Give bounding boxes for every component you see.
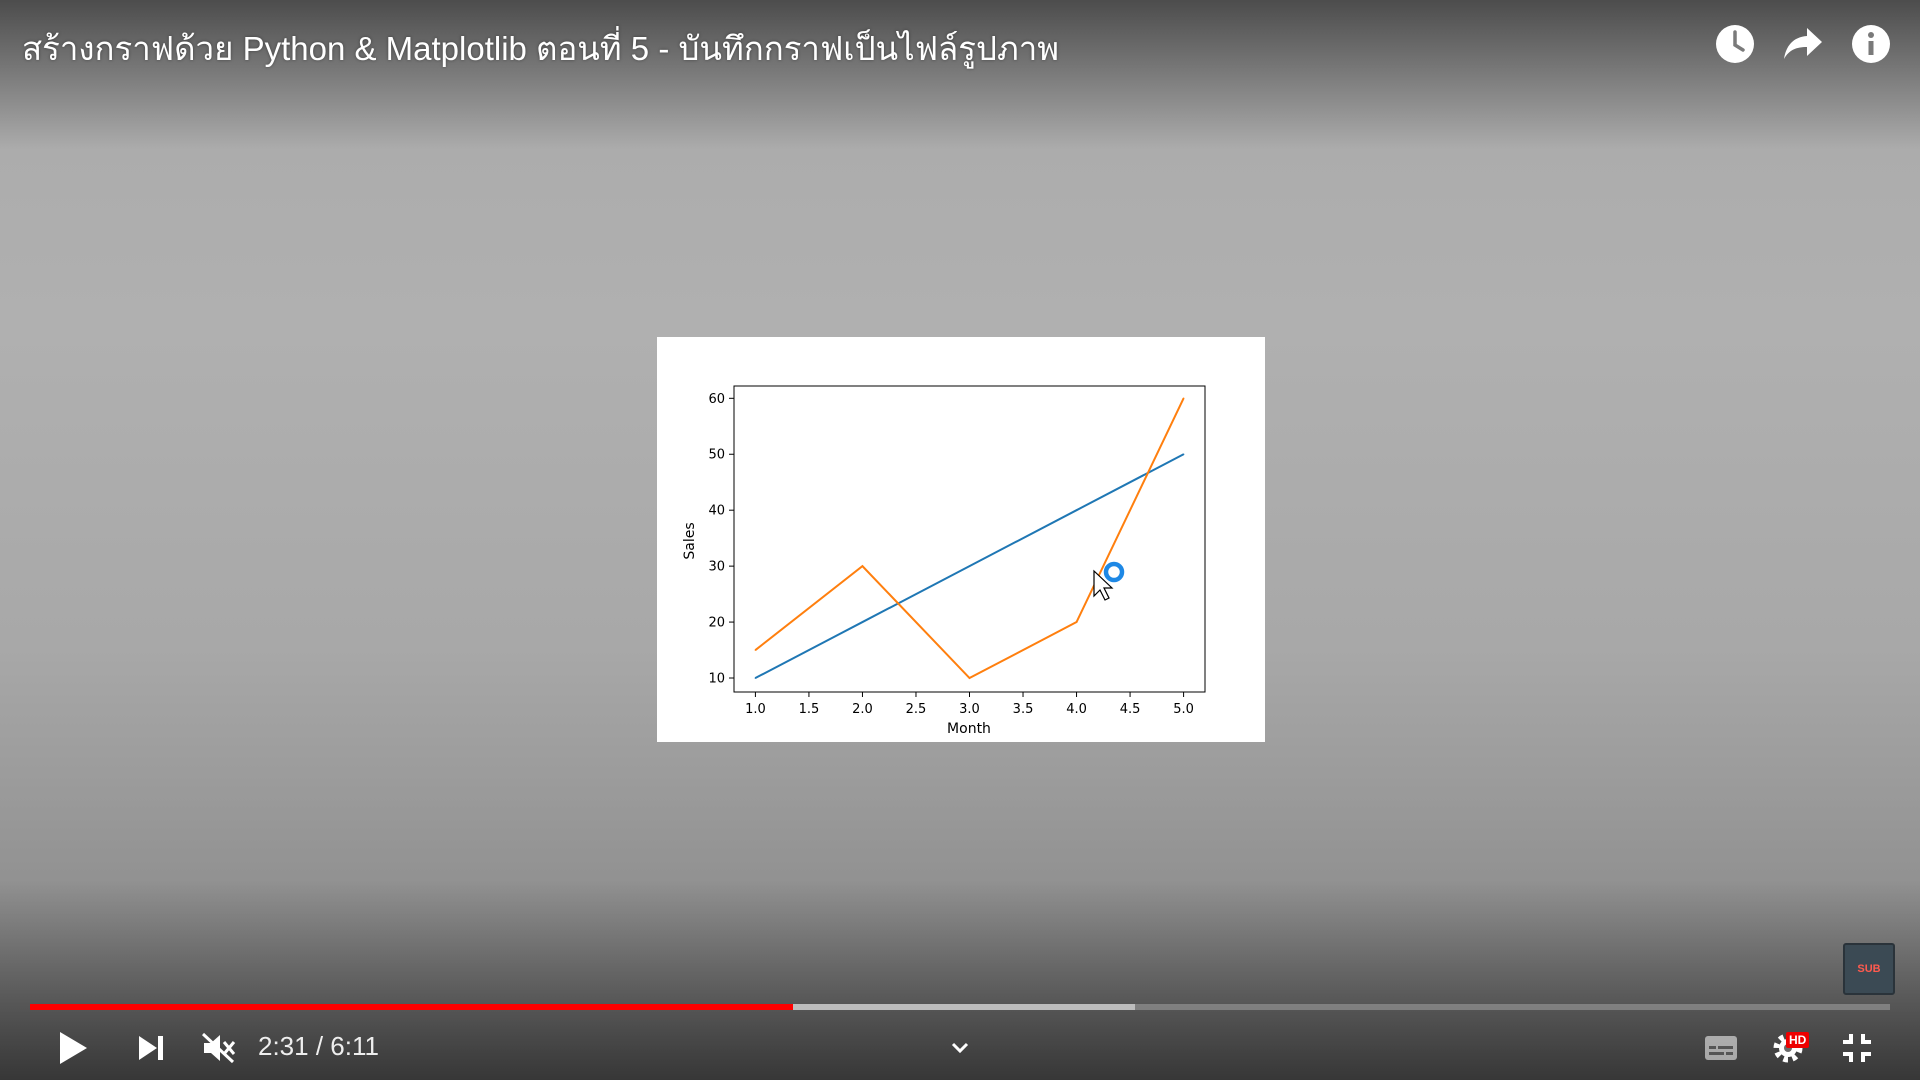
top-gradient <box>0 0 1920 150</box>
chart-frame: 1.0 1.5 2.0 2.5 3.0 3.5 4.0 4.5 5.0 10 20 30 40 50 60 … <box>657 337 1265 742</box>
mute-icon <box>202 1032 236 1064</box>
x-tick-label: 1.5 <box>799 702 820 717</box>
cursor-click-indicator <box>1093 561 1125 601</box>
x-tick-label: 4.0 <box>1066 702 1087 717</box>
watch-later-button[interactable] <box>1714 20 1756 68</box>
mute-button[interactable] <box>198 1024 240 1072</box>
exit-fullscreen-icon <box>1843 1034 1871 1062</box>
subtitles-button[interactable] <box>1700 1024 1742 1072</box>
x-axis-label: Month <box>947 721 991 737</box>
time-display: 2:31 / 6:11 <box>258 1031 379 1062</box>
x-tick-label: 3.5 <box>1013 702 1034 717</box>
video-title[interactable]: สร้างกราฟด้วย Python & Matplotlib ตอนที่… <box>22 30 1059 67</box>
current-time: 2:31 <box>258 1031 309 1061</box>
share-button[interactable] <box>1782 20 1824 68</box>
progress-played <box>30 1004 793 1010</box>
y-tick-label: 20 <box>708 616 725 631</box>
play-icon <box>60 1032 87 1064</box>
series-2-point <box>1182 397 1185 400</box>
bottom-gradient <box>0 880 1920 1080</box>
y-tick-label: 60 <box>708 392 725 407</box>
x-tick-label: 2.5 <box>906 702 927 717</box>
chevron-down-icon <box>951 1042 969 1054</box>
expand-chevron-button[interactable] <box>945 1024 975 1072</box>
watch-later-icon <box>1716 25 1754 63</box>
plot-area <box>733 385 1206 693</box>
duration: 6:11 <box>330 1031 379 1061</box>
next-button[interactable] <box>130 1024 172 1072</box>
series-2-point <box>861 565 864 567</box>
series-1-point <box>754 677 757 679</box>
x-tick-label: 5.0 <box>1173 702 1194 717</box>
x-tick-label: 3.0 <box>959 702 980 717</box>
play-button[interactable] <box>52 1024 94 1072</box>
y-axis-label: Sales <box>682 522 698 559</box>
series-1-point <box>1182 453 1185 456</box>
x-tick-label: 4.5 <box>1120 702 1141 717</box>
share-icon <box>1784 28 1822 59</box>
series-1-point <box>861 621 864 623</box>
info-icon <box>1852 25 1890 63</box>
info-button[interactable] <box>1850 20 1892 68</box>
y-tick-label: 30 <box>708 560 725 575</box>
subtitles-icon <box>1705 1036 1737 1060</box>
subscribe-badge[interactable]: SUB <box>1843 943 1895 995</box>
next-icon <box>139 1036 163 1060</box>
control-bar <box>0 1024 1920 1072</box>
exit-fullscreen-button[interactable] <box>1836 1024 1878 1072</box>
y-tick-label: 10 <box>708 672 725 687</box>
progress-bar[interactable] <box>30 1004 1890 1010</box>
sub-badge-label: SUB <box>1857 963 1881 975</box>
y-tick-label: 40 <box>708 504 725 519</box>
x-tick-label: 1.0 <box>745 702 766 717</box>
line-chart: 1.0 1.5 2.0 2.5 3.0 3.5 4.0 4.5 5.0102030405060 … <box>682 385 1206 737</box>
top-actions <box>1714 20 1892 68</box>
series-1-point <box>968 565 971 567</box>
x-tick-label: 2.0 <box>852 702 873 717</box>
series-2-point <box>968 677 971 679</box>
series-1-point <box>1075 509 1078 511</box>
time-separator: / <box>308 1031 331 1061</box>
hd-badge: HD <box>1786 1032 1810 1048</box>
series-2-point <box>1075 621 1078 623</box>
series-2-point <box>754 649 757 651</box>
y-tick-label: 50 <box>708 448 725 463</box>
